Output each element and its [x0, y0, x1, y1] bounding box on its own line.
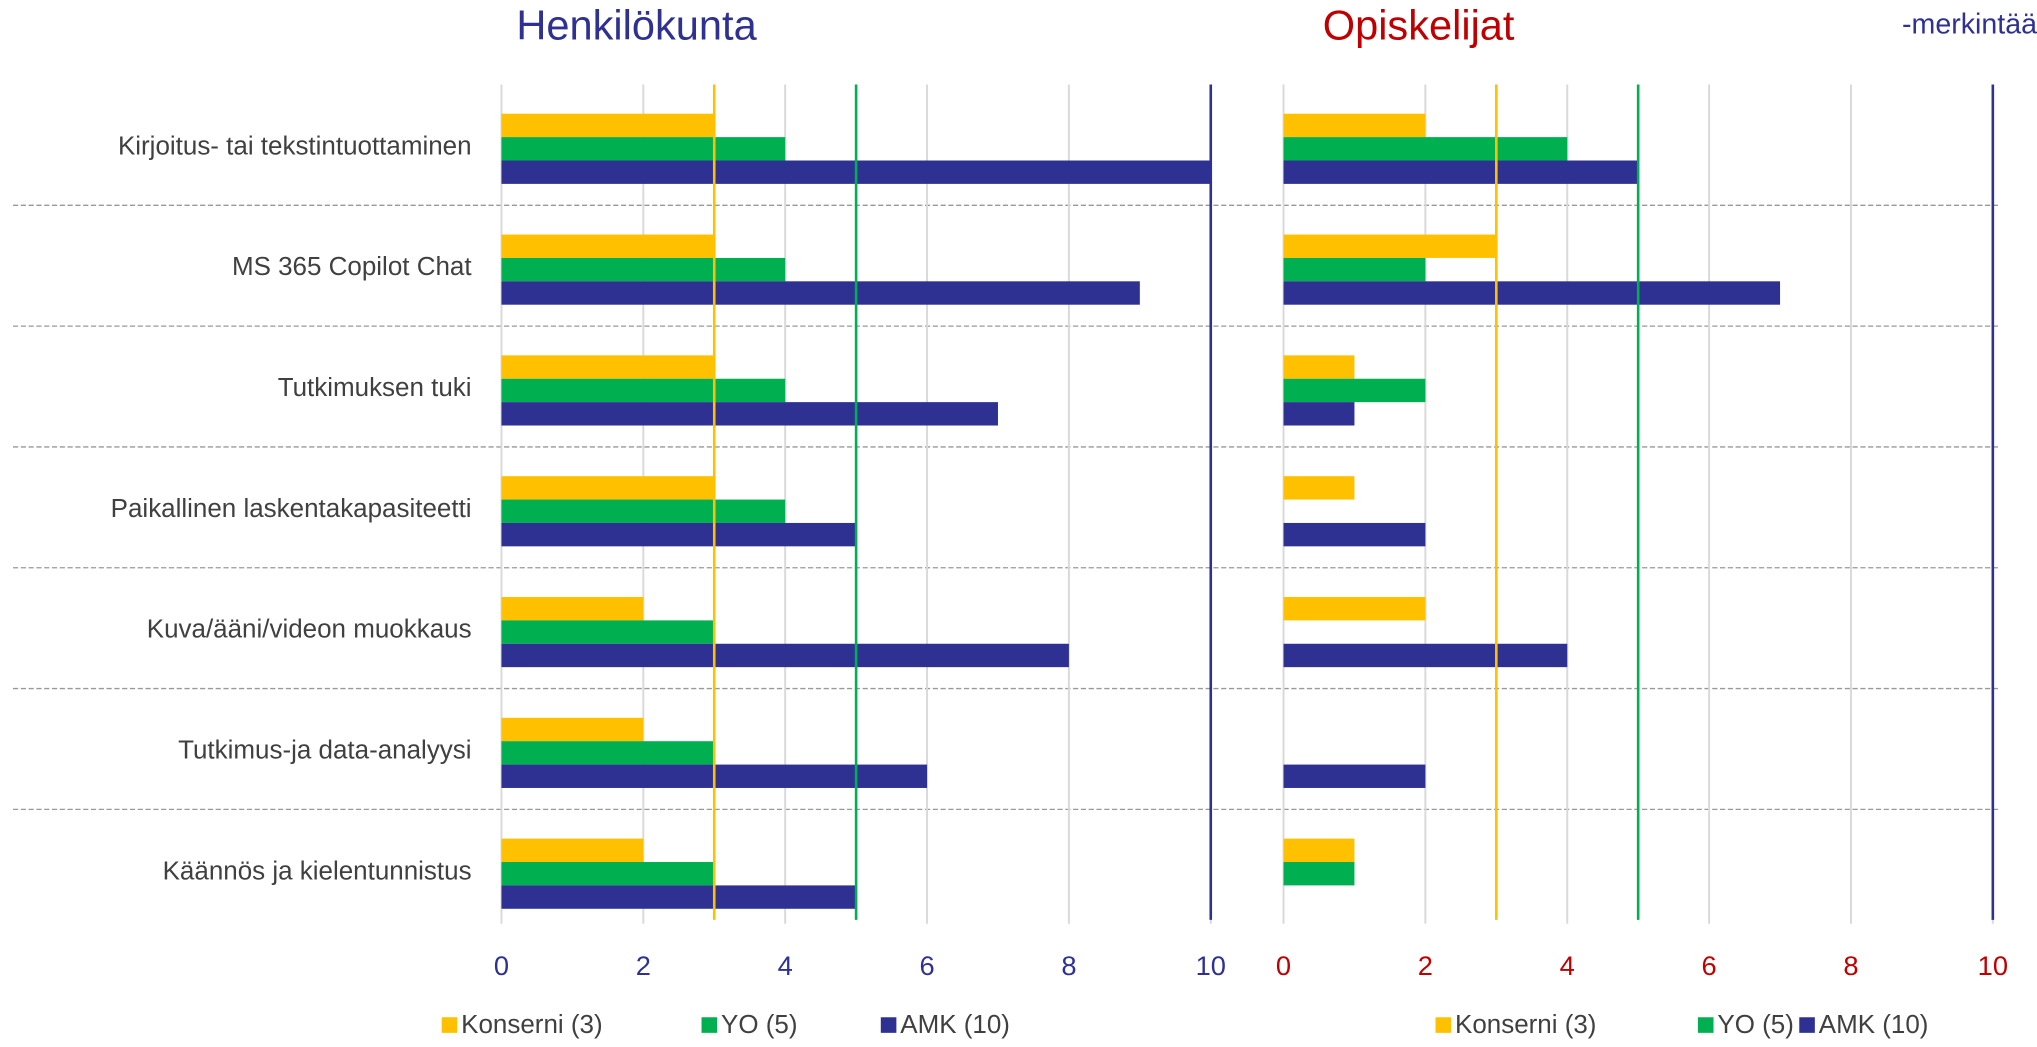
- x-tick-label: 4: [1560, 950, 1575, 981]
- x-tick-label: 4: [778, 950, 793, 981]
- bar: [501, 862, 715, 886]
- bar: [501, 885, 857, 909]
- x-tick-label: 2: [1418, 950, 1433, 981]
- bar: [501, 281, 1140, 305]
- bar: [501, 620, 715, 644]
- bar: [501, 234, 715, 258]
- x-tick-label: 0: [1276, 950, 1291, 981]
- x-tick-label: 8: [1061, 950, 1076, 981]
- bar: [501, 596, 644, 621]
- bar: [1283, 113, 1426, 138]
- bar: [501, 137, 786, 161]
- bar: [501, 113, 715, 138]
- legend-swatch: [880, 1017, 897, 1033]
- bar: [1283, 378, 1426, 403]
- bar: [1283, 764, 1426, 788]
- category-label: Kuva/ääni/videon muokkaus: [147, 614, 472, 644]
- bar: [1283, 643, 1568, 668]
- bar: [501, 402, 998, 426]
- chart-title: Opiskelijat: [1323, 2, 1515, 49]
- chart-title: Henkilökunta: [516, 2, 757, 49]
- bar: [501, 838, 644, 863]
- bar: [1283, 160, 1639, 184]
- bar: [501, 643, 1069, 668]
- category-label: Kirjoitus- tai tekstintuottaminen: [118, 130, 472, 160]
- legend-swatch: [701, 1017, 718, 1033]
- category-label: Tutkimuksen tuki: [278, 372, 472, 402]
- legend-swatch: [441, 1017, 458, 1033]
- bar: [1283, 838, 1355, 863]
- x-tick-label: 6: [919, 950, 934, 981]
- x-tick-label: 2: [636, 950, 651, 981]
- category-label: MS 365 Copilot Chat: [232, 251, 472, 281]
- category-label: Tutkimus-ja data-analyysi: [178, 734, 471, 764]
- legend-swatch: [1799, 1017, 1815, 1033]
- bar: [501, 355, 715, 379]
- category-label: Käännös ja kielentunnistus: [163, 855, 472, 885]
- bar: [1283, 596, 1426, 621]
- legend-swatch: [1697, 1017, 1714, 1033]
- legend-label: AMK (10): [1819, 1009, 1929, 1039]
- category-label: Paikallinen laskentakapasiteetti: [111, 493, 472, 523]
- bar: [1283, 402, 1355, 426]
- legend-label: AMK (10): [900, 1009, 1010, 1039]
- bar: [1283, 137, 1568, 161]
- legend-label: Konserni (3): [461, 1009, 602, 1039]
- legend-label: YO (5): [721, 1009, 797, 1039]
- x-tick-label: 10: [1978, 950, 2008, 981]
- x-tick-label: 10: [1196, 950, 1226, 981]
- legend-label: YO (5): [1717, 1009, 1793, 1039]
- legend-swatch: [1435, 1017, 1452, 1033]
- bar: [1283, 476, 1355, 500]
- x-tick-label: 0: [494, 950, 509, 981]
- x-tick-label: 8: [1843, 950, 1858, 981]
- bar: [1283, 355, 1355, 379]
- bar: [501, 476, 715, 500]
- bar: [501, 522, 857, 547]
- bar: [501, 717, 644, 742]
- bar: [1283, 862, 1355, 886]
- legend-label: Konserni (3): [1455, 1009, 1596, 1039]
- bar: [1283, 234, 1497, 258]
- bar: [501, 378, 786, 403]
- annotation: -merkintää: [1902, 9, 2037, 41]
- bar: [1283, 257, 1426, 282]
- bar: [1283, 281, 1781, 305]
- bar: [501, 741, 715, 765]
- x-tick-label: 6: [1702, 950, 1717, 981]
- bar: [1283, 522, 1426, 547]
- bar: [501, 499, 786, 523]
- bar: [501, 257, 786, 282]
